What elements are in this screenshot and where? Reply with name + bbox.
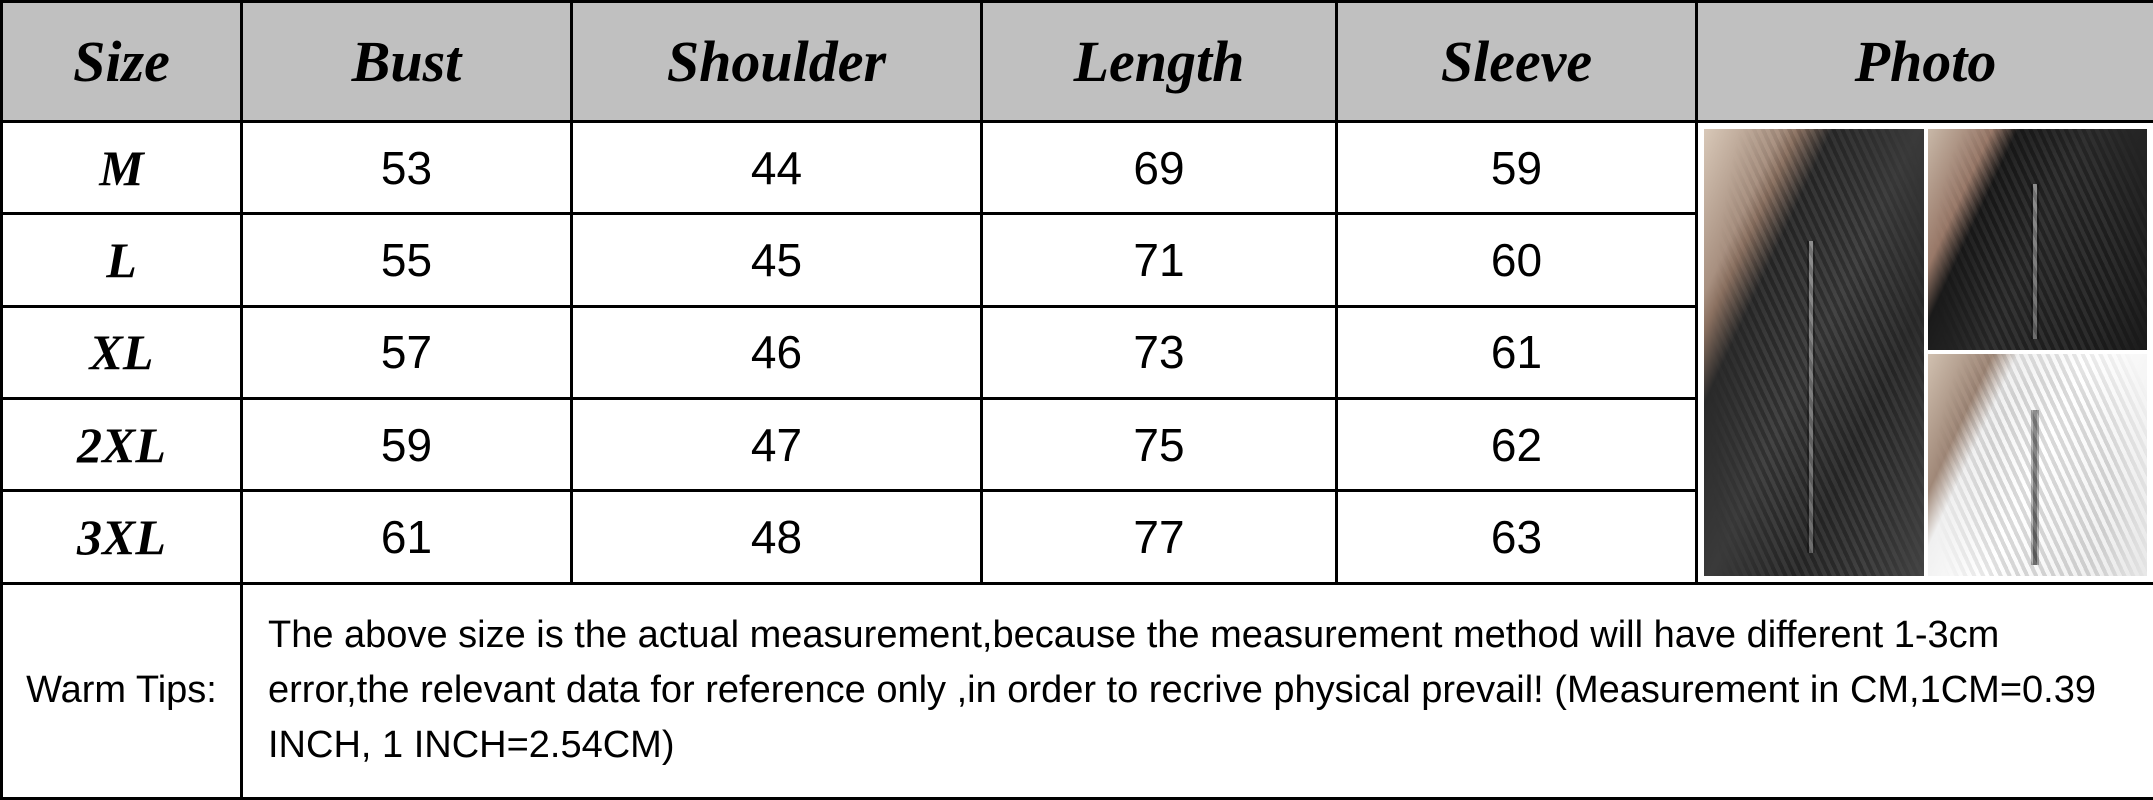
sleeve-value: 59: [1337, 122, 1697, 214]
length-value: 73: [982, 306, 1337, 398]
header-bust: Bust: [242, 2, 572, 122]
product-photo-black: [1928, 129, 2148, 350]
product-photo-dark-grey: [1704, 129, 1924, 576]
size-chart-table: Size Bust Shoulder Length Sleeve Photo M…: [0, 0, 2153, 800]
header-photo: Photo: [1697, 2, 2153, 122]
size-label: XL: [2, 306, 242, 398]
bust-value: 55: [242, 214, 572, 306]
size-label: 2XL: [2, 398, 242, 490]
shoulder-value: 45: [572, 214, 982, 306]
size-chart-container: Size Bust Shoulder Length Sleeve Photo M…: [0, 0, 2153, 800]
header-length: Length: [982, 2, 1337, 122]
length-value: 75: [982, 398, 1337, 490]
size-label: 3XL: [2, 491, 242, 583]
length-value: 69: [982, 122, 1337, 214]
size-label: M: [2, 122, 242, 214]
sleeve-value: 60: [1337, 214, 1697, 306]
tips-row: Warm Tips: The above size is the actual …: [2, 583, 2153, 798]
tips-label: Warm Tips:: [2, 583, 242, 798]
sleeve-value: 62: [1337, 398, 1697, 490]
sleeve-value: 63: [1337, 491, 1697, 583]
length-value: 77: [982, 491, 1337, 583]
size-label: L: [2, 214, 242, 306]
shoulder-value: 47: [572, 398, 982, 490]
photo-cell: [1697, 122, 2153, 584]
sleeve-value: 61: [1337, 306, 1697, 398]
product-photo-grid: [1704, 129, 2147, 576]
bust-value: 59: [242, 398, 572, 490]
bust-value: 57: [242, 306, 572, 398]
shoulder-value: 46: [572, 306, 982, 398]
header-row: Size Bust Shoulder Length Sleeve Photo: [2, 2, 2153, 122]
header-sleeve: Sleeve: [1337, 2, 1697, 122]
bust-value: 53: [242, 122, 572, 214]
product-photo-white: [1928, 354, 2148, 575]
bust-value: 61: [242, 491, 572, 583]
shoulder-value: 48: [572, 491, 982, 583]
shoulder-value: 44: [572, 122, 982, 214]
header-shoulder: Shoulder: [572, 2, 982, 122]
table-row: M 53 44 69 59: [2, 122, 2153, 214]
header-size: Size: [2, 2, 242, 122]
length-value: 71: [982, 214, 1337, 306]
tips-text: The above size is the actual measurement…: [242, 583, 2153, 798]
